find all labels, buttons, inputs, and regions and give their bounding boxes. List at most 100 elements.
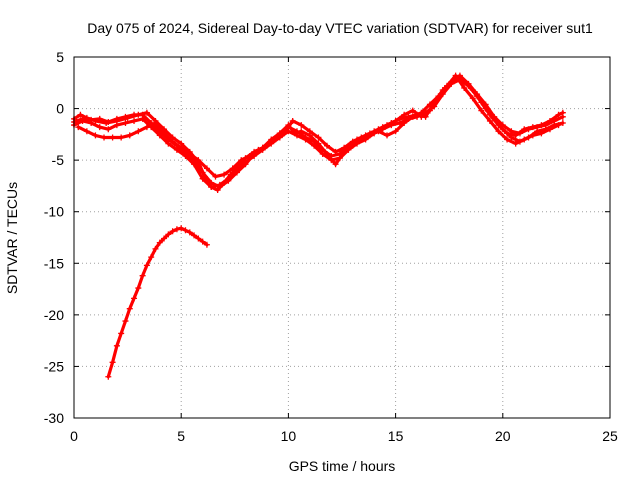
x-tick-label: 10 [281,428,297,444]
data-point [173,142,180,149]
series-track-b [71,76,566,190]
data-point [559,113,566,120]
x-tick-label: 15 [388,428,404,444]
data-point [139,272,146,279]
data-point [384,132,391,139]
data-point [336,150,343,157]
data-point [182,150,189,157]
data-point [512,140,519,147]
data-point [199,169,206,176]
data-point [478,107,485,114]
data-point [555,111,562,118]
plot-frame [73,56,611,419]
data-point [109,134,116,141]
data-point [525,126,532,133]
data-point [212,173,219,180]
data-point [156,239,163,246]
data-point [199,238,206,245]
data-point [499,122,506,129]
data-point [109,359,116,366]
y-tick-label: -25 [44,358,64,374]
data-point [191,232,198,239]
x-tick-label: 20 [495,428,511,444]
data-point [551,117,558,124]
y-tick-label: -30 [44,410,64,426]
data-point [332,161,339,168]
grid [74,57,610,418]
data-point [161,235,168,242]
data-point [122,120,129,127]
data-point [122,113,129,120]
series-early-descent [105,225,210,380]
x-tick-label: 0 [70,428,78,444]
data-point [482,101,489,108]
chart-title: Day 075 of 2024, Sidereal Day-to-day VTE… [87,20,593,36]
data-point [113,115,120,122]
data-point [529,132,536,139]
data-point [118,134,125,141]
data-point [148,254,155,261]
axis-ticks: 0 5 10 15 20 25 -30 -25 -20 -15 -10 -5 0 5 [44,49,618,444]
data-point [203,165,210,172]
data-point [414,111,421,118]
data-point [214,187,221,194]
data-point [439,87,446,94]
data-point [148,120,155,127]
data-point [173,226,180,233]
data-point [225,177,232,184]
series-track-c [75,72,562,180]
data-point [92,132,99,139]
data-point [152,245,159,252]
data-point [178,225,185,232]
data-point [315,134,322,141]
data-point [229,165,236,172]
data-point [165,136,172,143]
y-tick-label: -5 [52,152,65,168]
data-point [546,126,553,133]
data-point [131,111,138,118]
data-point [405,113,412,120]
data-point [165,231,172,238]
data-point [216,183,223,190]
data-point [555,122,562,129]
series-line [72,73,565,189]
data-point [504,136,511,143]
data-point [268,136,275,143]
data-point [233,169,240,176]
data-point [135,285,142,292]
data-point [302,134,309,141]
data-point [208,179,215,186]
data-point [156,128,163,135]
data-point [362,132,369,139]
data-point [392,128,399,135]
data-point [534,124,541,131]
data-point [491,113,498,120]
data-point [474,91,481,98]
data-point [105,373,112,380]
data-point [101,134,108,141]
data-point [169,228,176,235]
data-point [456,72,463,79]
data-point [122,318,129,325]
data-point [199,175,206,182]
data-point [354,136,361,143]
y-tick-label: 0 [56,101,64,117]
data-point [521,136,528,143]
data-point [191,157,198,164]
data-point [276,130,283,137]
series-track-d [71,72,566,190]
data-point [79,115,86,122]
data-point [298,122,305,129]
data-point [461,84,468,91]
data-point [311,138,318,145]
data-point [96,115,103,122]
data-point [113,342,120,349]
data-point [323,142,330,149]
series-line [106,226,209,379]
data-point [542,122,549,129]
data-point [422,113,429,120]
data-point [118,330,125,337]
data-point [319,146,326,153]
data-point [105,126,112,133]
